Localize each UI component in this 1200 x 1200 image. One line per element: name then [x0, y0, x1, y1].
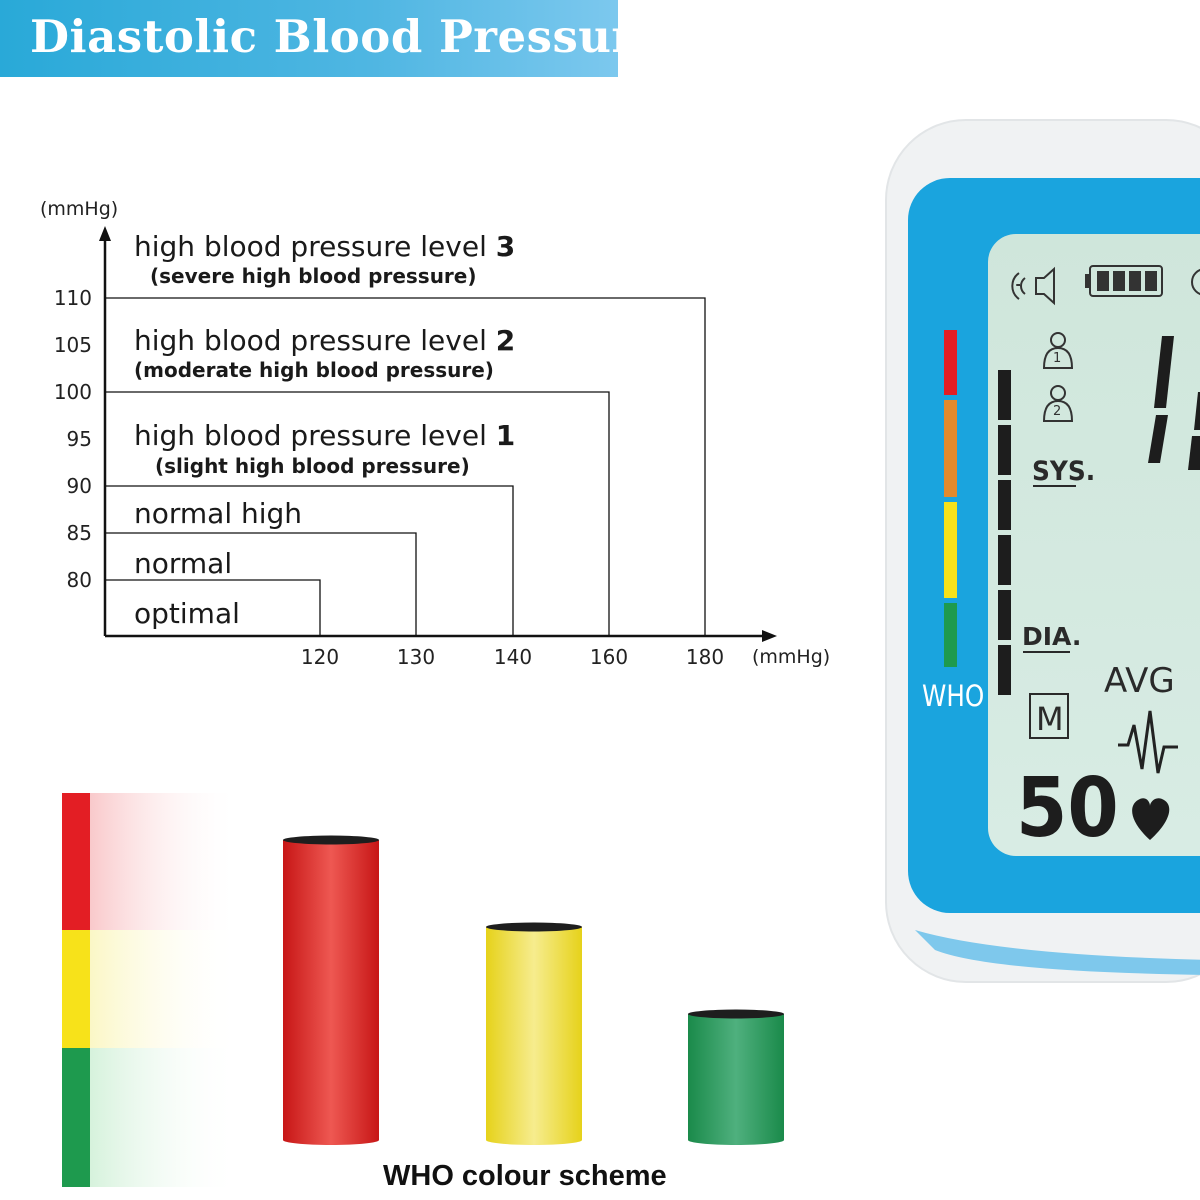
level-box-level2: [105, 297, 706, 636]
y-tick-label: 90: [67, 474, 92, 498]
pressure-scale-segment: [998, 425, 1011, 475]
level-label-normal: normal: [134, 547, 232, 580]
user-1-label: 1: [1053, 351, 1061, 366]
y-tick-label: 105: [54, 333, 92, 357]
level-box-level1: [105, 391, 610, 636]
who-cylinder-yellow: [486, 922, 582, 1145]
who-band-fade-yellow: [90, 930, 240, 1048]
who-band-red: [62, 793, 90, 930]
x-tick-label: 180: [686, 645, 724, 669]
who-colour-bands: [62, 793, 240, 1187]
who-band-fade-green: [90, 1048, 240, 1187]
level-label-normal-high: normal high: [134, 497, 302, 530]
avg-label: AVG: [1104, 661, 1175, 701]
y-tick-label: 95: [67, 427, 92, 451]
who-colour-scheme: [62, 793, 784, 1187]
who-band-green: [62, 1048, 90, 1187]
pressure-scale-segment: [998, 590, 1011, 640]
x-tick-label: 120: [301, 645, 339, 669]
level-labels: optimal normal normal high high blood press…: [134, 230, 515, 630]
user-2-label: 2: [1053, 404, 1061, 419]
x-tick-label: 140: [494, 645, 532, 669]
level-sub-level2: (moderate high blood pressure): [134, 358, 494, 382]
who-level-segment: [944, 603, 957, 667]
who-cylinders: [283, 835, 784, 1145]
level-number: 2: [496, 324, 515, 357]
lcd-screen: [988, 234, 1200, 856]
who-cylinder-green: [688, 1009, 784, 1145]
y-tick-labels: 110 105 100 95 90 85 80: [54, 286, 92, 592]
page-title: Diastolic Blood Pressure: [30, 10, 665, 63]
x-tick-labels: 120 130 140 160 180: [301, 645, 724, 669]
who-level-segment: [944, 330, 957, 395]
pulse-wave-icon: [1118, 710, 1178, 774]
who-level-segment: [944, 502, 957, 598]
level-label-level1: high blood pressure level 1: [134, 419, 515, 452]
heart-icon: [1132, 798, 1170, 840]
y-tick-label: 80: [67, 568, 92, 592]
memory-box: [1029, 693, 1069, 739]
device-base-stripe: [915, 930, 1200, 975]
level-sub-level3: (severe high blood pressure): [150, 264, 477, 288]
who-label: WHO: [922, 680, 984, 713]
who-cylinder-red: [283, 835, 379, 1145]
level-box-normal-high: [105, 485, 514, 636]
sys-digits: [1148, 336, 1200, 470]
level-label-level3: high blood pressure level 3: [134, 230, 515, 263]
level-label-level2: high blood pressure level 2: [134, 324, 515, 357]
y-tick-label: 100: [54, 380, 92, 404]
x-tick-label: 130: [397, 645, 435, 669]
dia-label: DIA.: [1022, 622, 1081, 651]
y-tick-label: 110: [54, 286, 92, 310]
bp-chart: (mmHg) (mmHg) 110 105 100 95 90 85 80 120 130 14…: [40, 198, 830, 669]
axes: [99, 226, 777, 642]
level-number: 1: [496, 419, 515, 452]
who-level-bar: [944, 330, 957, 667]
title-banner: Diastolic Blood Pressure: [0, 0, 664, 77]
who-band-yellow: [62, 930, 90, 1048]
level-box-normal: [105, 532, 417, 636]
y-axis-unit: (mmHg): [40, 198, 118, 220]
user-1-icon: [1042, 332, 1074, 369]
pressure-scale-segment: [998, 370, 1011, 420]
level-label-optimal: optimal: [134, 597, 240, 630]
bp-monitor-device: 1 2 SYS. DIA. WHO AVG M 50: [885, 119, 1200, 983]
pressure-scale-segment: [998, 480, 1011, 530]
pressure-scale-segment: [998, 645, 1011, 695]
who-level-segment: [944, 400, 957, 497]
memory-label: M: [1036, 700, 1064, 738]
alarm-icon: [1191, 268, 1200, 296]
who-caption: WHO colour scheme: [383, 1160, 667, 1192]
who-band-fade-red: [90, 793, 240, 930]
y-axis-arrow-icon: [99, 226, 111, 241]
pulse-value: 50: [1016, 761, 1119, 856]
battery-icon: [1085, 265, 1163, 297]
level-sub-level1: (slight high blood pressure): [155, 454, 470, 478]
x-axis-unit: (mmHg): [752, 646, 830, 668]
level-boxes: [105, 297, 706, 636]
sys-label: SYS.: [1032, 456, 1095, 487]
x-tick-label: 160: [590, 645, 628, 669]
level-box-optimal: [105, 579, 321, 636]
user-2-icon: [1042, 385, 1074, 422]
level-number: 3: [496, 230, 515, 263]
speaker-icon: [1011, 266, 1055, 306]
pressure-scale-bar: [998, 370, 1011, 695]
y-tick-label: 85: [67, 521, 92, 545]
pressure-scale-segment: [998, 535, 1011, 585]
x-axis-arrow-icon: [762, 630, 777, 642]
